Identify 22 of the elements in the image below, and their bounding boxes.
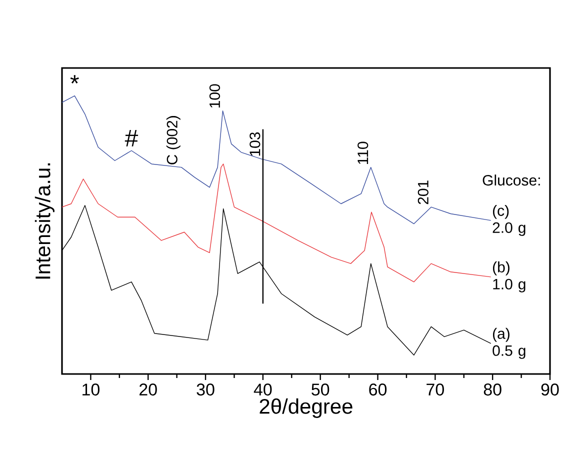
x-tick-label: 60 xyxy=(369,384,387,396)
annotation: C (002) xyxy=(166,116,180,164)
x-tick-label: 40 xyxy=(254,384,272,396)
annotation: 201 xyxy=(418,180,428,204)
y-axis-title: Intensity/a.u. xyxy=(34,163,54,279)
annotation: 103 xyxy=(250,132,260,156)
legend-title: Glucose: xyxy=(482,174,540,186)
x-axis-title: 2θ/degree xyxy=(260,398,352,418)
series-label: (a) 0.5 g xyxy=(492,328,526,359)
annotation: 100 xyxy=(209,84,220,108)
series-label: (c) 2.0 g xyxy=(492,204,526,236)
annotation: # xyxy=(124,130,138,146)
x-tick-label: 70 xyxy=(426,384,444,396)
annotation: 110 xyxy=(358,142,368,164)
x-tick-label: 10 xyxy=(82,384,100,396)
x-tick-label: 30 xyxy=(196,384,214,396)
series-label: (b) 1.0 g xyxy=(493,261,526,292)
x-tick-label: 80 xyxy=(484,384,502,396)
x-tick-label: 50 xyxy=(312,384,330,396)
x-tick-label: 20 xyxy=(140,384,157,396)
annotation: * xyxy=(70,75,79,84)
x-tick-label: 90 xyxy=(541,384,559,396)
